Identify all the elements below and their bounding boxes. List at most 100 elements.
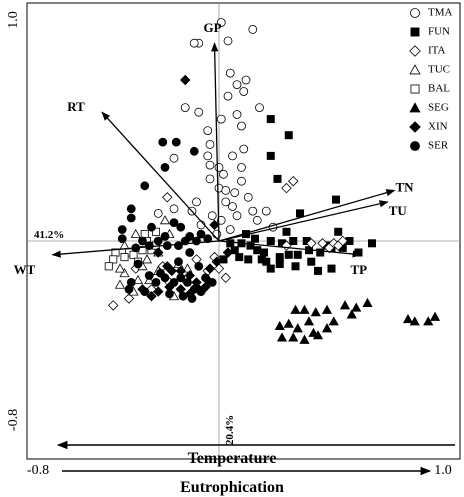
point-tuc xyxy=(119,267,130,278)
legend-label-xin: XIN xyxy=(428,121,448,133)
point-fun xyxy=(313,266,322,275)
point-tma xyxy=(255,103,264,112)
point-seg xyxy=(292,323,303,333)
legend-marker-tuc xyxy=(409,64,421,75)
legend-label-tma: TMA xyxy=(428,7,453,19)
point-tuc xyxy=(130,228,141,239)
point-tuc xyxy=(132,274,144,285)
vector-label-wt: WT xyxy=(14,262,36,277)
point-fun xyxy=(307,257,316,266)
point-fun xyxy=(275,259,284,268)
point-fun xyxy=(235,253,244,262)
y-tick-label-min: -0.8 xyxy=(6,409,21,431)
point-seg xyxy=(299,304,310,314)
point-fun xyxy=(289,236,298,245)
point-ser xyxy=(189,146,199,156)
point-ser xyxy=(185,248,195,257)
point-tma xyxy=(241,75,251,85)
point-seg xyxy=(288,332,299,342)
point-fun xyxy=(334,227,343,236)
point-seg xyxy=(308,327,319,337)
point-tma xyxy=(223,36,233,46)
point-ita xyxy=(213,263,225,274)
point-fun xyxy=(244,255,253,264)
point-ser xyxy=(160,273,170,283)
legend-marker-ser xyxy=(410,141,420,151)
vector-tp xyxy=(218,240,362,258)
point-ser xyxy=(126,213,136,223)
point-seg xyxy=(276,332,288,342)
point-fun xyxy=(257,255,266,264)
point-fun xyxy=(316,248,325,257)
point-tuc xyxy=(114,263,126,273)
x-axis-percent-label: 41.2% xyxy=(34,229,64,241)
point-ser xyxy=(126,204,136,214)
point-fun xyxy=(282,227,291,236)
point-fun xyxy=(284,250,293,259)
point-fun xyxy=(291,262,300,271)
point-seg xyxy=(339,300,351,310)
point-seg xyxy=(346,309,357,319)
point-xin xyxy=(180,74,191,86)
point-fun xyxy=(273,174,282,183)
point-tma xyxy=(189,38,199,48)
point-ser xyxy=(160,162,170,172)
point-seg xyxy=(303,316,315,326)
point-fun xyxy=(275,253,284,262)
point-tma xyxy=(232,80,242,89)
point-ser xyxy=(133,259,143,269)
point-tma xyxy=(205,174,215,184)
point-xin xyxy=(222,247,234,258)
point-tma xyxy=(230,188,240,198)
point-ser xyxy=(153,236,163,246)
point-ita xyxy=(220,272,231,284)
vector-tn xyxy=(218,189,396,242)
point-xin xyxy=(200,281,211,293)
point-bal xyxy=(109,255,118,264)
point-tma xyxy=(228,151,237,161)
point-xin xyxy=(153,286,164,297)
point-seg xyxy=(423,316,434,326)
point-tma xyxy=(214,162,224,172)
point-ser xyxy=(140,181,150,191)
point-ita xyxy=(317,238,328,249)
vector-tu xyxy=(218,200,389,242)
scatter-points xyxy=(104,18,441,344)
point-ser xyxy=(160,231,170,241)
temperature-label: Temperature xyxy=(188,450,277,467)
point-tma xyxy=(194,107,204,117)
point-seg xyxy=(362,297,373,308)
vector-label-tn: TN xyxy=(395,179,414,194)
point-ser xyxy=(144,241,154,251)
point-tma xyxy=(225,68,235,78)
point-tma xyxy=(192,197,201,207)
point-ser xyxy=(117,225,127,234)
point-ser xyxy=(140,287,150,297)
point-tma xyxy=(169,153,179,163)
vector-wt xyxy=(51,240,220,258)
point-ser xyxy=(158,137,168,147)
plot-frame xyxy=(26,2,461,460)
vector-rt xyxy=(101,111,220,242)
point-ita xyxy=(108,300,119,311)
point-ser xyxy=(192,236,201,246)
point-fun xyxy=(230,246,239,255)
point-tuc xyxy=(141,254,153,264)
legend-label-seg: SEG xyxy=(428,102,449,114)
point-tma xyxy=(261,206,271,216)
point-ser xyxy=(176,222,186,232)
point-ser xyxy=(144,271,154,280)
point-bal xyxy=(120,253,129,262)
legend-marker-fun xyxy=(410,27,420,37)
point-ser xyxy=(203,234,213,244)
point-ser xyxy=(183,277,192,287)
point-seg xyxy=(429,311,441,321)
point-ser xyxy=(169,218,179,228)
y-tick-label-max: 1.0 xyxy=(6,11,21,29)
legend-label-fun: FUN xyxy=(428,26,450,38)
point-xin xyxy=(211,256,222,267)
point-fun xyxy=(331,195,340,204)
vector-gp xyxy=(211,42,220,242)
point-ser xyxy=(174,257,183,267)
